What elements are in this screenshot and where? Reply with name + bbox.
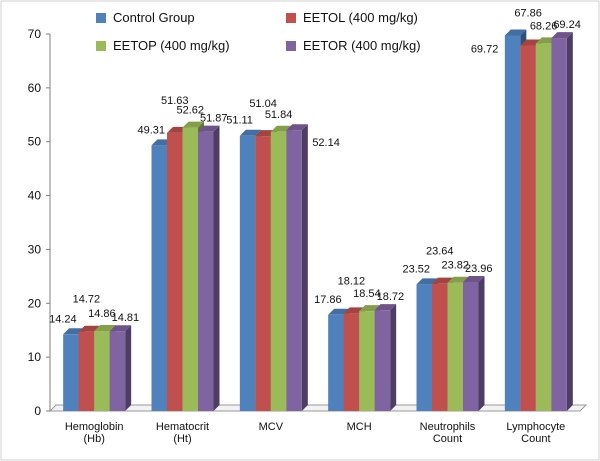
bar-top <box>109 325 132 332</box>
category-label: Lymphocyte <box>506 421 565 433</box>
data-label: 14.24 <box>49 313 77 325</box>
bar <box>416 284 432 411</box>
data-label: 23.82 <box>441 260 469 272</box>
category-label: (Ht) <box>173 433 191 445</box>
bar-top <box>94 324 116 331</box>
category-label: Count <box>433 433 462 445</box>
y-tick-label: 40 <box>28 189 42 203</box>
bar <box>270 131 287 411</box>
bar <box>94 330 110 411</box>
data-label: 23.96 <box>465 263 493 275</box>
bar-top <box>182 121 204 128</box>
bar-top <box>239 129 262 136</box>
bar <box>239 135 256 411</box>
category-label: Hematocrit <box>156 421 209 433</box>
bar <box>343 313 360 411</box>
data-label: 52.14 <box>312 137 340 149</box>
bar-top <box>447 276 469 283</box>
legend-swatch <box>96 13 106 23</box>
bar-side <box>390 304 397 411</box>
bar <box>255 136 271 411</box>
data-label: 69.72 <box>471 44 499 56</box>
bar <box>504 35 521 412</box>
bar <box>63 334 79 411</box>
data-label: 18.12 <box>338 275 366 287</box>
y-tick-label: 70 <box>28 27 42 41</box>
bar <box>151 145 167 412</box>
data-label: 52.62 <box>176 105 204 117</box>
category-label: Hemoglobin <box>65 421 124 433</box>
data-label: 51.84 <box>265 109 293 121</box>
data-label: 18.54 <box>353 288 381 300</box>
data-label: 18.72 <box>377 291 405 303</box>
legend-swatch <box>286 13 296 23</box>
bar-side <box>478 275 485 411</box>
data-label: 51.04 <box>249 98 277 110</box>
data-label: 17.86 <box>314 294 342 306</box>
y-tick-label: 60 <box>28 81 42 95</box>
legend-label: EETOL (400 mg/kg) <box>303 10 418 25</box>
bar-top <box>374 304 397 311</box>
bar-side <box>125 325 132 411</box>
data-label: 51.11 <box>226 115 253 127</box>
legend-label: Control Group <box>113 10 195 25</box>
data-label: 51.63 <box>161 95 189 107</box>
bar <box>520 45 536 412</box>
bar-side <box>213 125 220 411</box>
bar-top <box>504 29 527 36</box>
bar-top <box>416 278 438 285</box>
y-tick-label: 10 <box>28 350 42 364</box>
data-label: 14.81 <box>112 312 140 324</box>
bar <box>447 282 463 411</box>
bar <box>432 283 448 411</box>
bar <box>109 331 126 411</box>
category-label: MCH <box>347 421 372 433</box>
legend-label: EETOR (400 mg/kg) <box>303 38 421 53</box>
bar-top <box>198 125 220 132</box>
bar <box>182 127 198 412</box>
bar <box>374 310 391 411</box>
data-label: 51.87 <box>200 113 228 125</box>
category-label: Count <box>521 433 550 445</box>
category-label: (Hb) <box>83 433 104 445</box>
bar-top <box>551 32 573 39</box>
bar <box>198 131 214 411</box>
bar-side <box>566 32 573 412</box>
category-label: Neutrophils <box>420 421 476 433</box>
bar <box>551 38 567 412</box>
bar-top <box>286 124 308 131</box>
data-label: 14.72 <box>73 294 101 306</box>
data-label: 14.86 <box>88 308 116 320</box>
category-label: MCV <box>259 421 284 433</box>
data-label: 49.31 <box>137 124 165 136</box>
data-label: 23.64 <box>426 246 454 258</box>
data-label: 68.26 <box>530 20 558 32</box>
data-label: 67.86 <box>514 8 542 20</box>
legend-swatch <box>96 41 106 51</box>
y-tick-label: 50 <box>28 135 42 149</box>
bar <box>167 132 183 411</box>
bar <box>328 314 344 411</box>
bar <box>286 130 302 412</box>
data-label: 23.52 <box>402 263 430 275</box>
bar <box>463 281 479 411</box>
data-label: 69.24 <box>553 19 581 31</box>
bar-side <box>301 124 308 412</box>
y-tick-label: 30 <box>28 242 42 256</box>
bar <box>535 43 552 411</box>
legend-label: EETOP (400 mg/kg) <box>113 38 230 53</box>
legend-swatch <box>286 41 296 51</box>
bar-top <box>78 325 101 332</box>
bar-top <box>463 275 485 282</box>
bar <box>359 311 375 411</box>
bar <box>78 331 95 411</box>
y-tick-label: 20 <box>28 296 42 310</box>
y-tick-label: 0 <box>34 404 41 418</box>
